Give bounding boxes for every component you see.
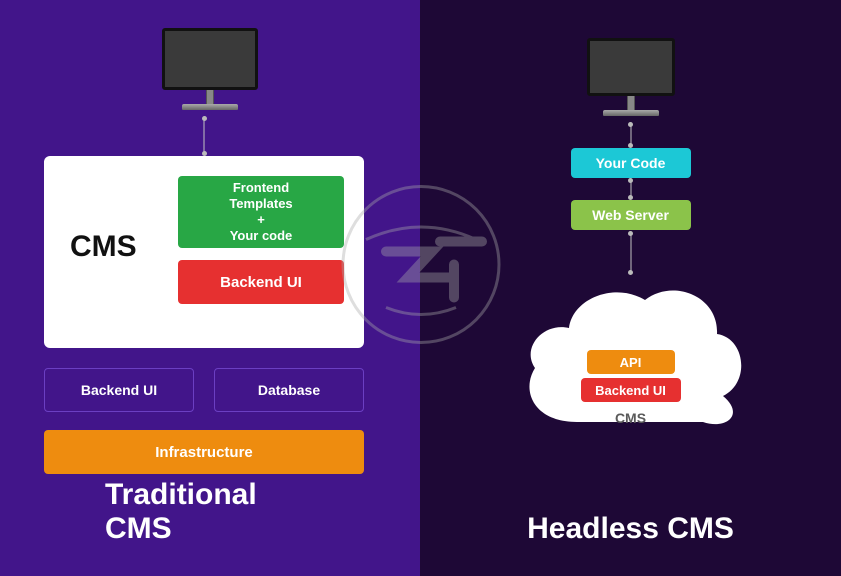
your-code-box: Your Code xyxy=(571,148,691,178)
monitor-icon xyxy=(162,28,258,110)
backend-ui-box: Backend UI xyxy=(178,260,344,304)
connector-line xyxy=(630,124,631,146)
cms-label-cloud: CMS xyxy=(615,410,646,426)
monitor-icon xyxy=(587,38,675,116)
infrastructure-box: Infrastructure xyxy=(44,430,364,474)
frontend-templates-box: Frontend Templates + Your code xyxy=(178,176,344,248)
web-server-box: Web Server xyxy=(571,200,691,230)
headless-cms-title: Headless CMS xyxy=(527,512,734,546)
cms-card: CMS Frontend Templates + Your code Backe… xyxy=(44,156,364,348)
backend-ui-box-headless: Backend UI xyxy=(581,378,681,402)
outline-database: Database xyxy=(214,368,364,412)
traditional-cms-title: Traditional CMS xyxy=(105,478,315,546)
api-box: API xyxy=(587,350,675,374)
connector-line xyxy=(204,118,205,154)
headless-cms-panel: Your Code Web Server API Backend UI CMS … xyxy=(420,0,841,576)
outline-backend-ui: Backend UI xyxy=(44,368,194,412)
cms-heading: CMS xyxy=(70,230,137,264)
connector-line xyxy=(630,180,631,198)
traditional-cms-panel: CMS Frontend Templates + Your code Backe… xyxy=(0,0,420,576)
connector-line xyxy=(630,233,631,273)
